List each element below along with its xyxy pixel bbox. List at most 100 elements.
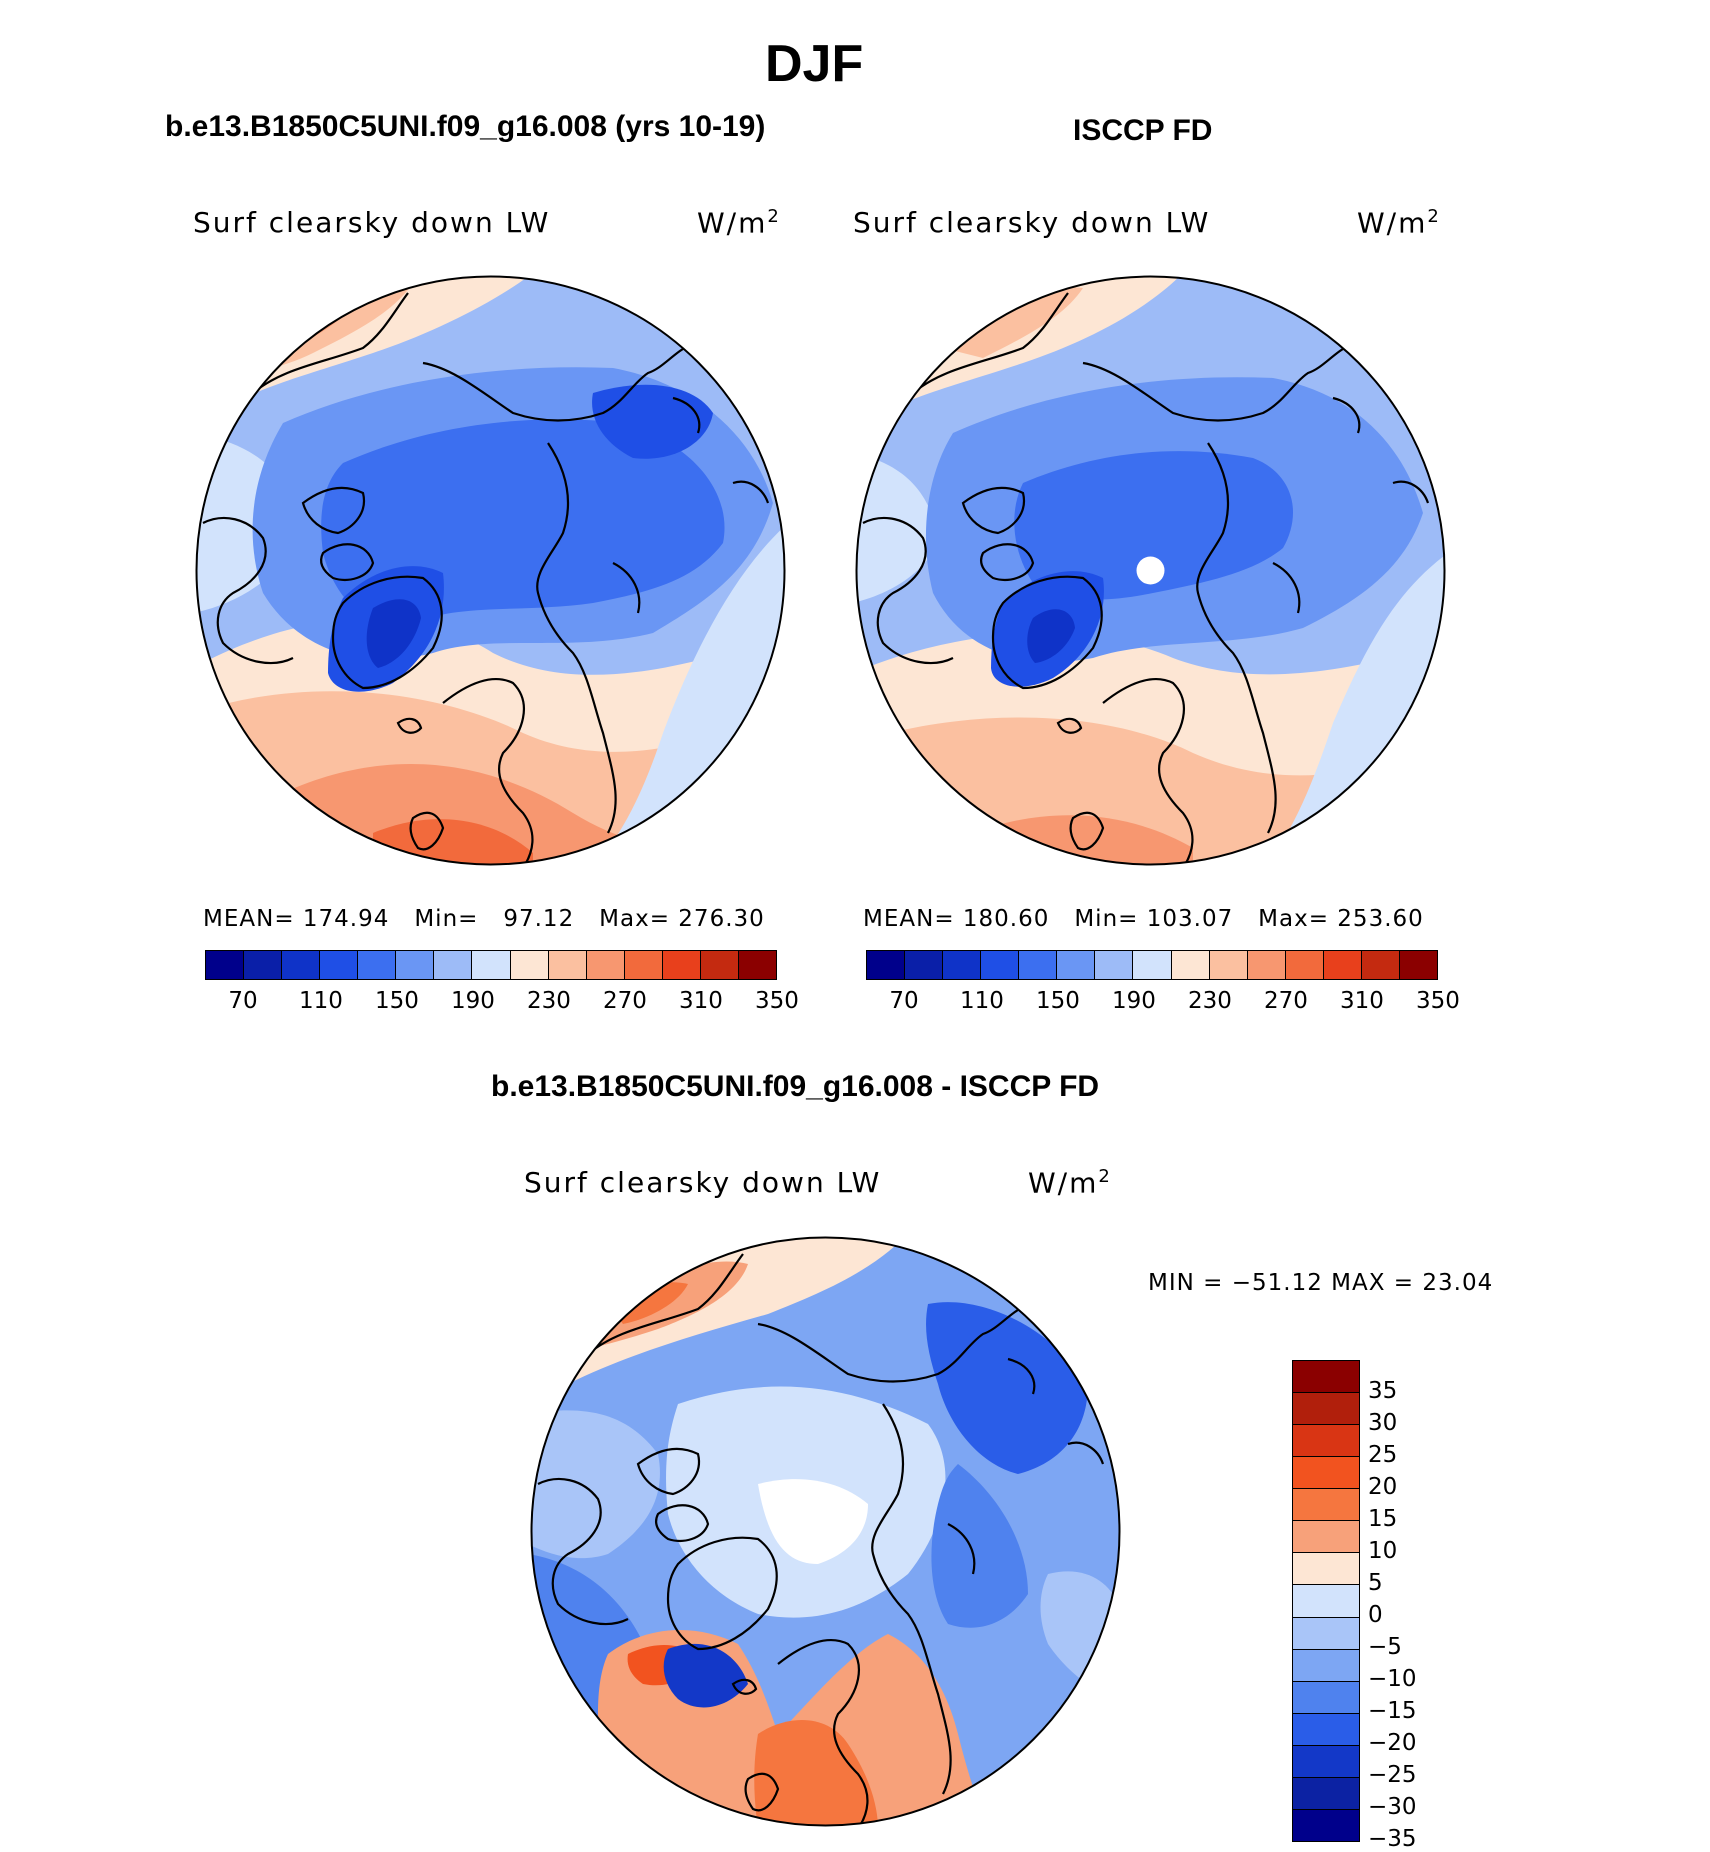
colorbar-swatch — [320, 951, 359, 979]
model-colorbar — [205, 950, 777, 980]
colorbar-tick-label: 70 — [889, 988, 919, 1014]
colorbar-swatch — [905, 951, 944, 979]
colorbar-tick-label: 70 — [228, 988, 258, 1014]
colorbar-swatch — [548, 951, 587, 979]
diff-title: b.e13.B1850C5UNI.f09_g16.008 - ISCCP FD — [491, 1070, 1100, 1103]
colorbar-swatch — [1293, 1617, 1359, 1650]
colorbar-swatch — [624, 951, 663, 979]
colorbar-swatch — [1293, 1713, 1359, 1746]
colorbar-swatch — [1361, 951, 1400, 979]
colorbar-swatch — [1293, 1521, 1359, 1554]
colorbar-swatch — [472, 951, 511, 979]
colorbar-swatch — [700, 951, 739, 979]
colorbar-swatch — [1057, 951, 1096, 979]
colorbar-swatch — [1293, 1777, 1359, 1810]
colorbar-tick-label: 25 — [1368, 1442, 1398, 1468]
colorbar-swatch — [1293, 1681, 1359, 1714]
diff-units: W/m2 — [1028, 1166, 1112, 1200]
colorbar-tick-label: −5 — [1368, 1634, 1402, 1660]
colorbar-swatch — [1293, 1585, 1359, 1618]
colorbar-swatch — [1293, 1393, 1359, 1426]
panel-obs-units: W/m2 — [1357, 206, 1441, 240]
colorbar-tick-label: 190 — [1112, 988, 1156, 1014]
colorbar-tick-label: 110 — [299, 988, 343, 1014]
colorbar-tick-label: −20 — [1368, 1730, 1417, 1756]
colorbar-tick-label: 150 — [1036, 988, 1080, 1014]
colorbar-swatch — [1171, 951, 1210, 979]
panel-model-units: W/m2 — [697, 206, 781, 240]
colorbar-tick-label: 10 — [1368, 1538, 1398, 1564]
colorbar-swatch — [738, 951, 776, 979]
colorbar-swatch — [1133, 951, 1172, 979]
obs-colorbar-ticks: 70 110 150 190 230 270 310 350 — [866, 988, 1460, 1018]
colorbar-swatch — [1209, 951, 1248, 979]
colorbar-swatch — [1293, 1489, 1359, 1522]
obs-polar-map — [855, 275, 1446, 866]
colorbar-swatch — [358, 951, 397, 979]
colorbar-tick-label: 30 — [1368, 1410, 1398, 1436]
colorbar-tick-label: 230 — [1188, 988, 1232, 1014]
model-polar-map — [195, 275, 786, 866]
colorbar-swatch — [282, 951, 321, 979]
diff-minmax: MIN = −51.12 MAX = 23.04 — [1148, 1270, 1494, 1296]
colorbar-swatch — [1293, 1649, 1359, 1682]
colorbar-tick-label: −30 — [1368, 1794, 1417, 1820]
colorbar-tick-label: 190 — [451, 988, 495, 1014]
colorbar-swatch — [434, 951, 473, 979]
panel-model-variable: Surf clearsky down LW — [193, 206, 551, 239]
colorbar-tick-label: 0 — [1368, 1602, 1383, 1628]
diff-polar-map — [530, 1236, 1121, 1827]
colorbar-swatch — [1095, 951, 1134, 979]
colorbar-tick-label: 310 — [1340, 988, 1384, 1014]
colorbar-tick-label: 35 — [1368, 1378, 1398, 1404]
colorbar-swatch — [662, 951, 701, 979]
colorbar-swatch — [1293, 1553, 1359, 1586]
model-colorbar-ticks: 70 110 150 190 230 270 310 350 — [205, 988, 799, 1018]
colorbar-swatch — [1399, 951, 1437, 979]
panel-model-stats: MEAN= 174.94 Min= 97.12 Max= 276.30 — [203, 906, 765, 932]
diff-colorbar-ticks: 35 30 25 20 15 10 5 0 −5 −10 −15 −20 −25 −30 −35 — [1368, 1360, 1448, 1852]
colorbar-swatch — [943, 951, 982, 979]
colorbar-swatch — [1285, 951, 1324, 979]
pole-mask-dot — [1136, 556, 1165, 585]
diff-colorbar — [1292, 1360, 1360, 1842]
colorbar-swatch — [206, 951, 245, 979]
panel-obs-stats: MEAN= 180.60 Min= 103.07 Max= 253.60 — [863, 906, 1424, 932]
colorbar-tick-label: 270 — [1264, 988, 1308, 1014]
panel-obs-title: ISCCP FD — [1073, 114, 1213, 147]
colorbar-tick-label: −25 — [1368, 1762, 1417, 1788]
colorbar-tick-label: 5 — [1368, 1570, 1383, 1596]
colorbar-tick-label: 150 — [375, 988, 419, 1014]
colorbar-swatch — [510, 951, 549, 979]
colorbar-tick-label: 15 — [1368, 1506, 1398, 1532]
colorbar-swatch — [1293, 1457, 1359, 1490]
obs-colorbar — [866, 950, 1438, 980]
colorbar-swatch — [1293, 1425, 1359, 1458]
colorbar-tick-label: −15 — [1368, 1698, 1417, 1724]
panel-obs-variable: Surf clearsky down LW — [853, 206, 1211, 239]
colorbar-swatch — [396, 951, 435, 979]
colorbar-tick-label: 20 — [1368, 1474, 1398, 1500]
colorbar-swatch — [1293, 1745, 1359, 1778]
panel-model-title: b.e13.B1850C5UNI.f09_g16.008 (yrs 10-19) — [165, 110, 766, 143]
colorbar-swatch — [1247, 951, 1286, 979]
colorbar-tick-label: −10 — [1368, 1666, 1417, 1692]
colorbar-swatch — [1323, 951, 1362, 979]
colorbar-tick-label: 270 — [603, 988, 647, 1014]
colorbar-tick-label: 110 — [960, 988, 1004, 1014]
colorbar-swatch — [1293, 1361, 1359, 1394]
colorbar-swatch — [981, 951, 1020, 979]
colorbar-swatch — [586, 951, 625, 979]
colorbar-tick-label: 230 — [527, 988, 571, 1014]
pole-mask-dot — [811, 1517, 840, 1546]
colorbar-tick-label: −35 — [1368, 1826, 1417, 1852]
colorbar-tick-label: 350 — [755, 988, 799, 1014]
season-title: DJF — [765, 35, 864, 93]
colorbar-tick-label: 350 — [1416, 988, 1460, 1014]
colorbar-tick-label: 310 — [679, 988, 723, 1014]
diff-variable: Surf clearsky down LW — [524, 1166, 882, 1199]
colorbar-swatch — [1293, 1809, 1359, 1841]
colorbar-swatch — [867, 951, 906, 979]
colorbar-swatch — [1019, 951, 1058, 979]
colorbar-swatch — [244, 951, 283, 979]
